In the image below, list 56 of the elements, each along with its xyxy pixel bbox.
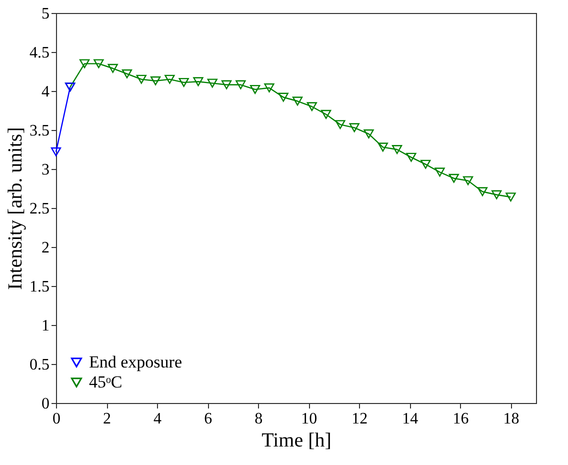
point: [306, 102, 317, 112]
point: [178, 78, 189, 87]
point: [164, 74, 175, 84]
point: [193, 77, 204, 86]
y-tick-label: 2: [42, 240, 50, 256]
y-tick-label: 0: [42, 396, 50, 412]
point: [221, 80, 232, 90]
point: [492, 190, 502, 200]
point: [122, 69, 132, 78]
point: [264, 83, 274, 92]
y-tick-label: 4: [42, 84, 50, 100]
legend-label: 45ᵒC: [89, 372, 122, 392]
point: [94, 59, 104, 68]
point: [207, 78, 218, 88]
point: [420, 160, 431, 169]
x-tick-label: 4: [154, 410, 162, 428]
point: [406, 152, 416, 162]
point: [434, 168, 445, 177]
point: [506, 192, 516, 202]
point: [320, 110, 332, 119]
x-axis-title: Time [h]: [262, 430, 332, 452]
y-tick-label: 0.5: [30, 356, 50, 374]
y-tick-label: 1: [42, 318, 50, 334]
point: [250, 84, 260, 94]
x-tick-label: 10: [301, 410, 318, 428]
x-tick-label: 16: [452, 410, 469, 428]
point: [462, 176, 474, 186]
x-tick-label: 18: [503, 410, 520, 428]
y-tick-label: 1.5: [30, 278, 50, 296]
point: [335, 120, 346, 130]
point: [477, 187, 488, 196]
x-tick-label: 14: [402, 410, 418, 428]
x-tick-label: 0: [52, 410, 60, 428]
point: [448, 174, 459, 183]
point: [392, 145, 402, 154]
point: [236, 80, 246, 90]
point: [278, 92, 288, 102]
point: [79, 59, 90, 68]
point: [108, 64, 118, 73]
y-tick-label: 2.5: [30, 200, 50, 218]
x-tick-label: 2: [103, 410, 112, 428]
x-tick-label: 6: [204, 410, 212, 428]
y-tick-label: 4.5: [30, 44, 50, 62]
point: [136, 74, 146, 84]
legend-label: End exposure: [89, 352, 182, 372]
x-tick-label: 8: [254, 410, 263, 428]
point: [292, 96, 303, 106]
point: [349, 123, 360, 132]
y-axis-title: Intensity [arb. units]: [4, 127, 26, 290]
y-tick-label: 3.5: [30, 122, 50, 140]
x-tick-label: 12: [352, 410, 368, 428]
point: [378, 142, 388, 152]
point: [150, 76, 161, 86]
y-tick-label: 3: [42, 162, 50, 178]
point: [364, 129, 374, 138]
y-tick-label: 5: [42, 6, 50, 22]
